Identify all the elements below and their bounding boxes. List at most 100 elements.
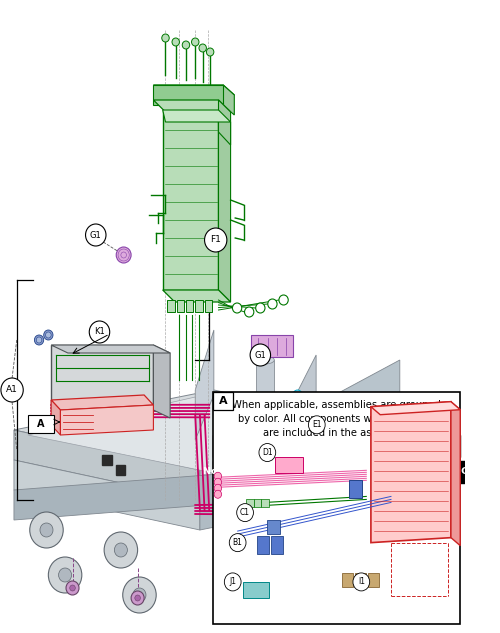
Bar (268, 520, 280, 534)
Bar (246, 499, 254, 508)
Text: C1: C1 (240, 508, 250, 517)
Polygon shape (256, 360, 274, 500)
Text: B1: B1 (232, 538, 242, 547)
Polygon shape (154, 85, 223, 105)
Text: I1: I1 (358, 577, 365, 586)
Polygon shape (60, 405, 154, 435)
Ellipse shape (256, 356, 274, 364)
Circle shape (353, 573, 370, 591)
Circle shape (320, 494, 350, 526)
Polygon shape (326, 505, 358, 555)
Circle shape (250, 344, 270, 366)
Circle shape (371, 474, 400, 506)
Text: Note: A1 Includes B1 to E1.: Note: A1 Includes B1 to E1. (256, 441, 417, 451)
Text: D1: D1 (262, 448, 272, 457)
Polygon shape (162, 110, 230, 122)
Circle shape (30, 512, 63, 548)
Circle shape (48, 557, 82, 593)
Circle shape (199, 44, 206, 52)
Text: H1: H1 (366, 475, 378, 484)
Circle shape (133, 588, 146, 602)
Bar (242, 582, 268, 598)
Bar (28, 415, 54, 433)
Circle shape (308, 416, 325, 434)
Circle shape (259, 444, 276, 461)
Bar (368, 573, 378, 587)
Circle shape (224, 573, 241, 591)
Circle shape (236, 504, 254, 522)
Bar (272, 536, 282, 554)
Text: A1: A1 (6, 385, 18, 394)
Circle shape (122, 577, 156, 613)
Circle shape (36, 337, 42, 343)
Polygon shape (154, 345, 170, 418)
Circle shape (135, 595, 140, 601)
Polygon shape (14, 430, 200, 500)
Circle shape (86, 224, 106, 246)
Bar (274, 457, 302, 473)
Polygon shape (200, 430, 400, 500)
Polygon shape (14, 460, 200, 530)
Circle shape (116, 247, 131, 263)
Polygon shape (371, 402, 451, 542)
Bar (213, 392, 234, 410)
Circle shape (362, 469, 382, 491)
Bar (176, 300, 184, 312)
Bar (354, 573, 366, 587)
Text: Note: F1 Includes electronic power harness and G1.: Note: F1 Includes electronic power harne… (203, 468, 479, 477)
Bar (213, 435, 460, 457)
Circle shape (44, 330, 53, 340)
Circle shape (182, 41, 190, 49)
Bar (254, 499, 261, 508)
Polygon shape (371, 402, 460, 415)
Bar (213, 392, 460, 624)
Bar (51, 345, 154, 410)
Bar (204, 300, 212, 312)
Text: A: A (219, 396, 228, 406)
Text: A: A (37, 419, 44, 429)
Circle shape (192, 38, 199, 46)
Circle shape (90, 321, 110, 343)
Polygon shape (51, 395, 154, 410)
Circle shape (1, 378, 23, 402)
Polygon shape (162, 290, 230, 302)
Polygon shape (358, 490, 405, 575)
Circle shape (172, 38, 180, 46)
Circle shape (46, 332, 51, 338)
Bar (342, 573, 352, 587)
Circle shape (232, 303, 241, 313)
Text: F1: F1 (210, 235, 221, 244)
Bar (261, 499, 268, 508)
Text: G1: G1 (90, 230, 102, 239)
Text: D1: D1 (258, 525, 269, 534)
Polygon shape (154, 100, 230, 112)
Circle shape (214, 472, 222, 480)
Circle shape (268, 299, 277, 309)
Polygon shape (404, 490, 423, 568)
Bar (186, 300, 194, 312)
Circle shape (40, 523, 53, 537)
Circle shape (34, 335, 43, 345)
Bar (196, 300, 202, 312)
Circle shape (58, 568, 71, 582)
Circle shape (131, 591, 144, 605)
Polygon shape (451, 402, 460, 546)
Text: When applicable, assemblies are grouped
by color. All components with that color: When applicable, assemblies are grouped … (232, 400, 441, 438)
Polygon shape (51, 345, 170, 353)
Circle shape (204, 228, 227, 252)
Circle shape (256, 303, 265, 313)
Bar (258, 536, 268, 554)
Circle shape (214, 484, 222, 492)
Circle shape (329, 504, 340, 516)
Circle shape (279, 295, 288, 305)
Circle shape (162, 34, 169, 42)
Polygon shape (162, 110, 218, 290)
Text: J1: J1 (229, 577, 236, 586)
Circle shape (214, 490, 222, 498)
Polygon shape (14, 390, 400, 470)
Polygon shape (288, 355, 316, 475)
Circle shape (244, 307, 254, 317)
Polygon shape (196, 330, 214, 440)
Polygon shape (326, 360, 400, 530)
Circle shape (293, 390, 302, 400)
